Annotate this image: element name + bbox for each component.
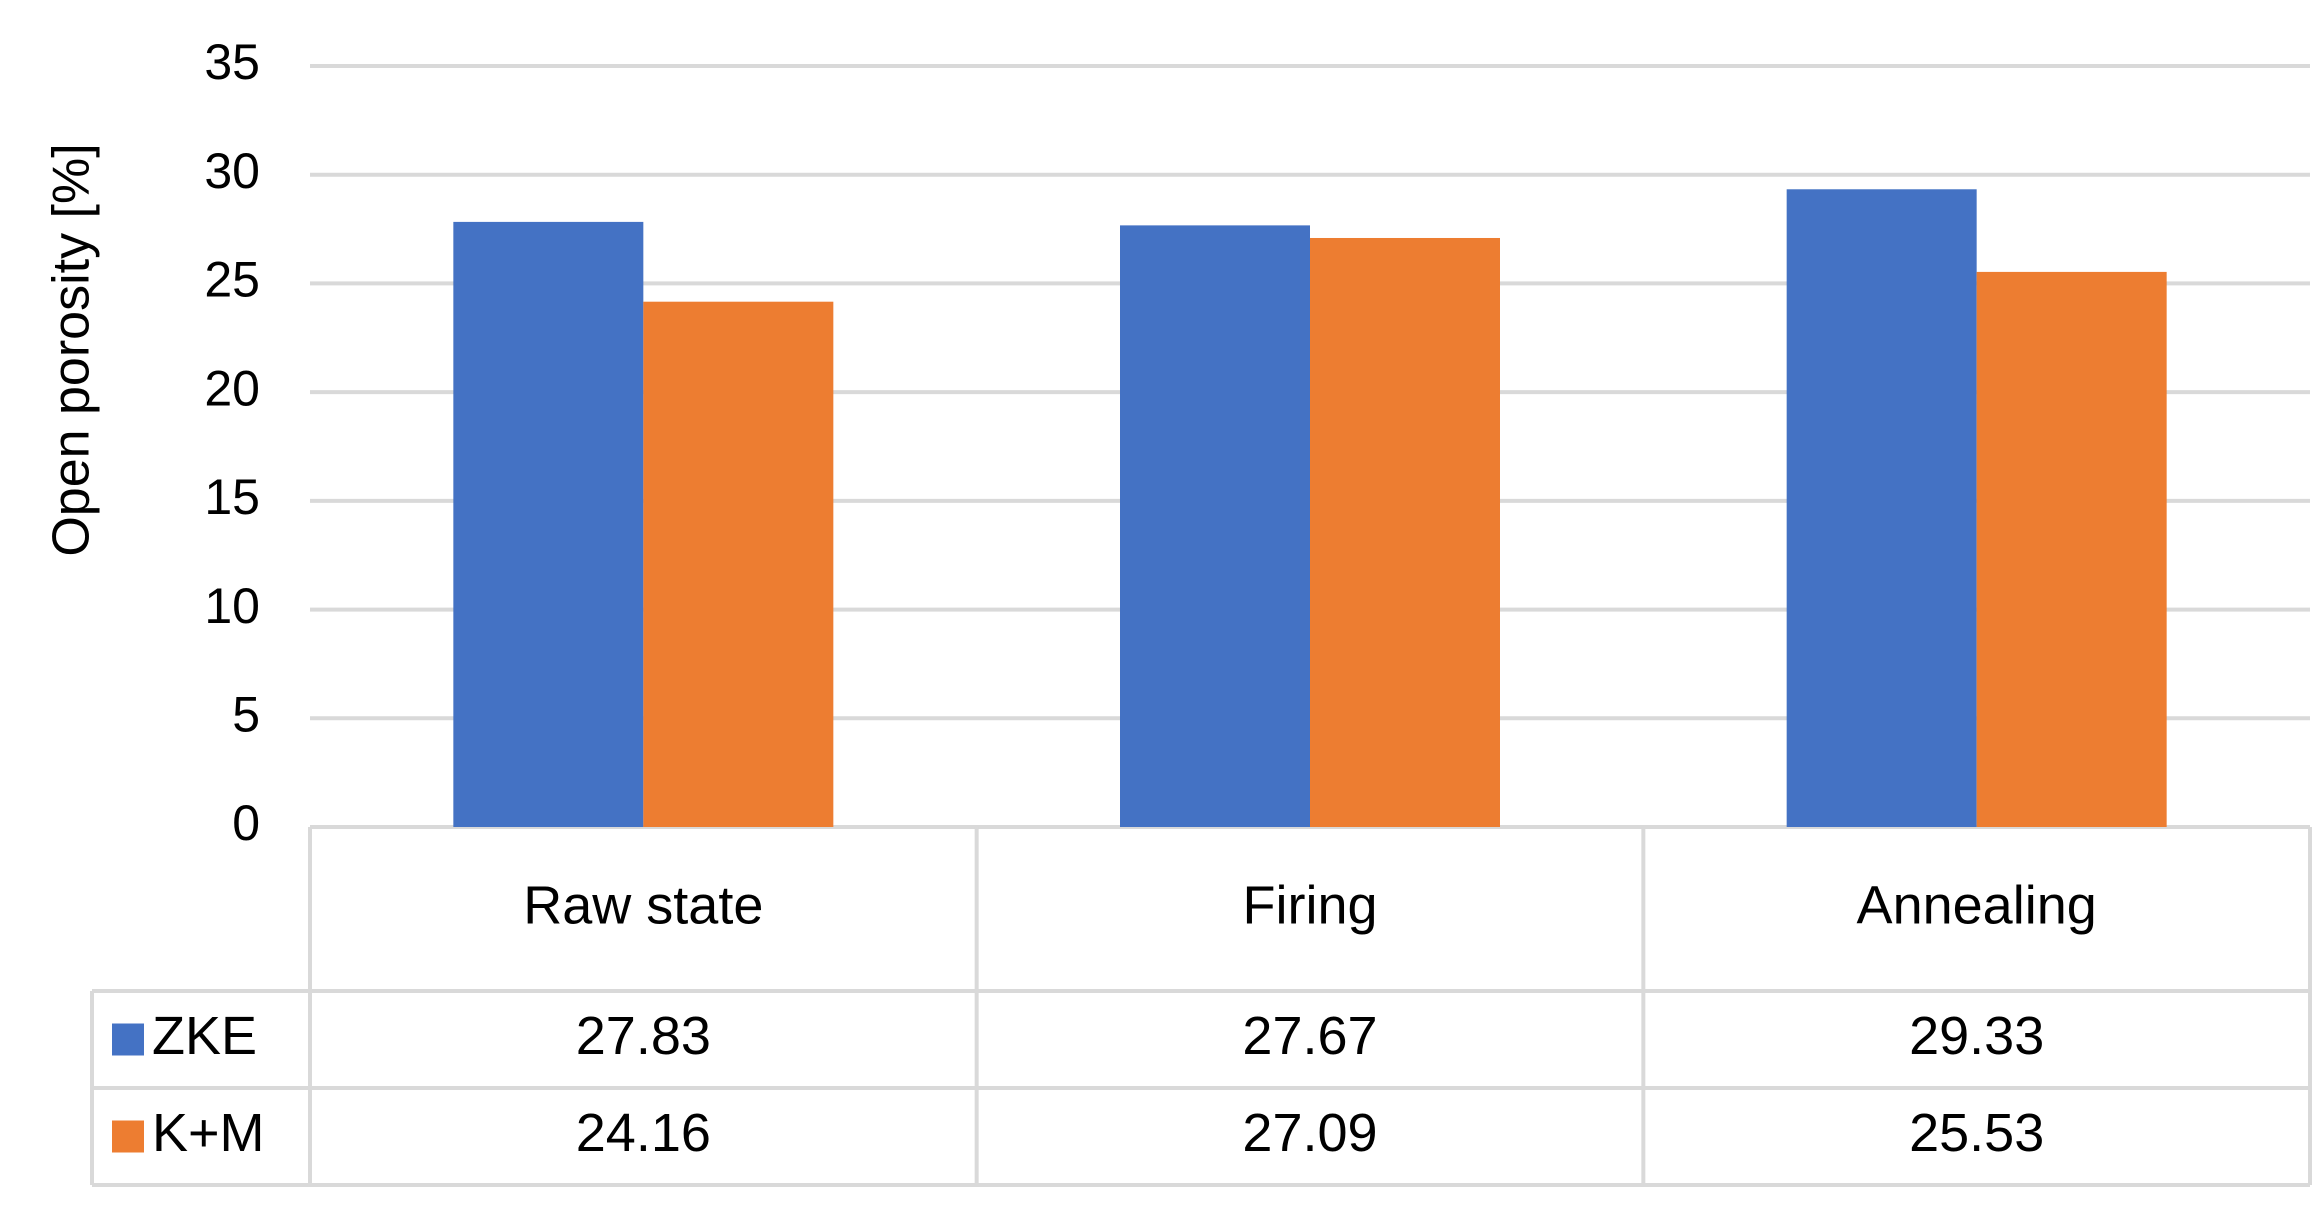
y-tick-label: 25 xyxy=(204,252,260,308)
y-tick-label: 15 xyxy=(204,469,260,525)
bar xyxy=(1120,225,1310,828)
table-value: 29.33 xyxy=(1909,1006,2044,1066)
bar xyxy=(1310,237,1500,828)
y-tick-label: 35 xyxy=(204,34,260,90)
y-tick-label: 30 xyxy=(204,143,260,199)
y-axis-label: Open porosity [%] xyxy=(43,143,101,556)
table-value: 27.83 xyxy=(576,1006,711,1066)
legend-swatch xyxy=(112,1023,144,1056)
y-tick-label: 5 xyxy=(232,686,260,742)
bar xyxy=(1786,189,1977,828)
legend-swatch xyxy=(112,1120,144,1153)
x-tick-label: Annealing xyxy=(1857,875,2097,935)
y-tick-label: 10 xyxy=(204,578,260,634)
table-value: 27.67 xyxy=(1242,1006,1377,1066)
table-value: 24.16 xyxy=(576,1103,711,1163)
legend-label: K+M xyxy=(152,1103,265,1163)
bar xyxy=(643,301,834,827)
y-tick-label: 0 xyxy=(232,795,260,851)
table-value: 25.53 xyxy=(1909,1103,2044,1163)
bar xyxy=(453,221,644,827)
bar xyxy=(1976,271,2167,827)
table-value: 27.09 xyxy=(1242,1103,1377,1163)
x-tick-label: Firing xyxy=(1242,875,1377,935)
x-tick-label: Raw state xyxy=(523,875,763,935)
y-tick-label: 20 xyxy=(204,360,260,416)
legend-label: ZKE xyxy=(152,1006,257,1066)
